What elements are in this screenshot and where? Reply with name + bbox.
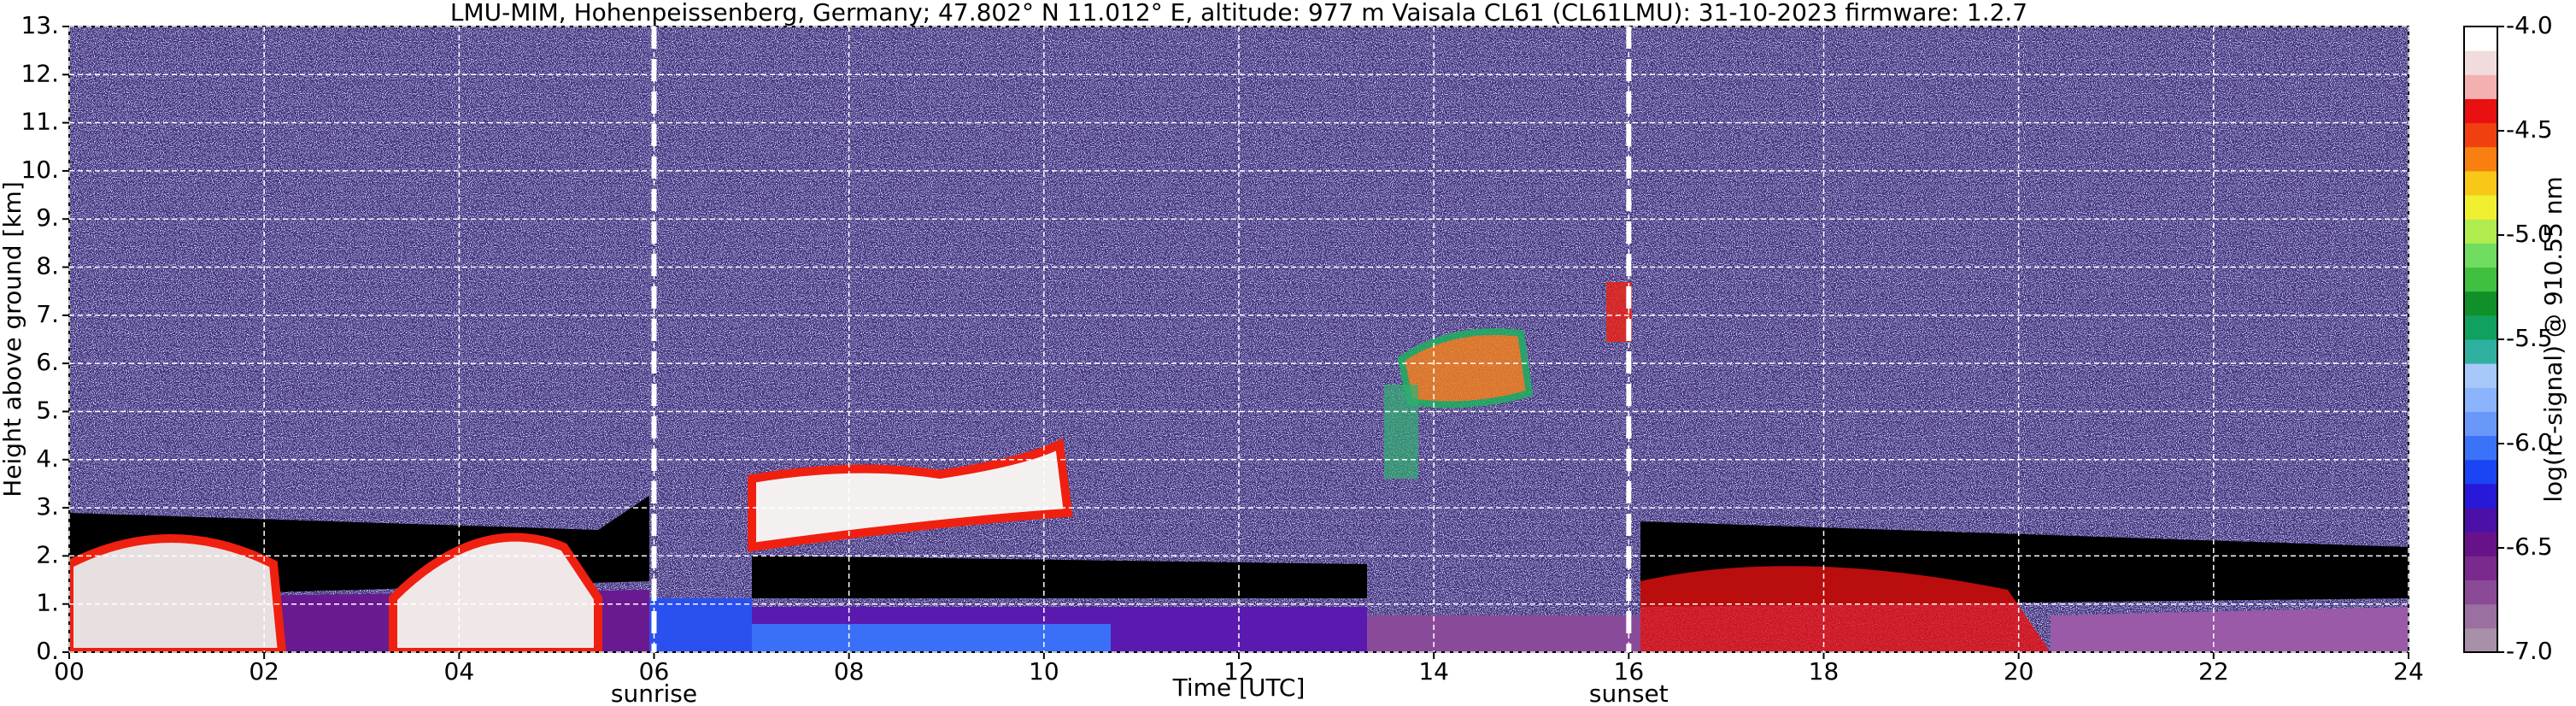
colorbar-segment <box>2464 411 2497 437</box>
colorbar-segment <box>2464 339 2497 364</box>
colorbar-segment <box>2464 74 2497 99</box>
colorbar-segment <box>2464 532 2497 556</box>
colorbar-segment <box>2464 363 2497 388</box>
y-tick-label: 3. <box>36 492 59 521</box>
colorbar-tick-label: -5.0 <box>2506 220 2553 248</box>
colorbar-tick-label: -6.5 <box>2506 532 2553 561</box>
x-tick-label: 08 <box>834 657 865 685</box>
y-tick-label: 8. <box>36 252 59 280</box>
colorbar-segment <box>2464 146 2497 172</box>
y-axis-label: Height above ground [km] <box>0 181 26 497</box>
x-tick-label: 04 <box>444 657 475 685</box>
colorbar-segment <box>2464 98 2497 124</box>
annotation-label: sunset <box>1589 680 1669 706</box>
colorbar-segment <box>2464 387 2497 412</box>
colorbar-segment <box>2464 508 2497 532</box>
x-tick-label: 22 <box>2198 657 2229 685</box>
x-tick-label: 20 <box>2004 657 2034 685</box>
colorbar-segment <box>2464 195 2497 220</box>
colorbar-segment <box>2464 483 2497 509</box>
y-tick-label: 5. <box>36 396 59 424</box>
colorbar-tick-label: -6.0 <box>2506 428 2553 456</box>
y-tick-label: 1. <box>36 589 59 617</box>
y-tick-label: 10. <box>21 156 59 184</box>
y-tick-label: 11. <box>21 108 59 136</box>
colorbar-segment <box>2464 315 2497 340</box>
colorbar-tick-label: -4.0 <box>2506 11 2553 39</box>
annotation-label: sunrise <box>611 680 697 706</box>
colorbar-segment <box>2464 26 2497 51</box>
colorbar-tick-label: -5.5 <box>2506 324 2553 352</box>
x-tick-label: 00 <box>54 657 85 685</box>
y-tick-label: 9. <box>36 203 59 232</box>
x-tick-label: 06 <box>639 657 670 685</box>
y-tick-label: 7. <box>36 300 59 328</box>
colorbar-segment <box>2464 122 2497 148</box>
y-tick-label: 4. <box>36 444 59 473</box>
colorbar-segment <box>2464 459 2497 485</box>
colorbar-segment <box>2464 603 2497 629</box>
x-tick-label: 24 <box>2393 657 2424 685</box>
x-tick-label: 02 <box>249 657 279 685</box>
y-tick-label: 6. <box>36 348 59 376</box>
colorbar-segment <box>2464 556 2497 581</box>
x-tick-label: 12 <box>1223 657 1254 685</box>
chart-title: LMU-MIM, Hohenpeissenberg, Germany; 47.8… <box>450 0 2027 26</box>
colorbar-segment <box>2464 170 2497 196</box>
colorbar-segment <box>2464 291 2497 316</box>
colorbar-segment <box>2464 580 2497 605</box>
colorbar-segment <box>2464 435 2497 461</box>
colorbar-segment <box>2464 627 2497 653</box>
y-tick-label: 13. <box>21 11 59 39</box>
x-tick-label: 10 <box>1029 657 1059 685</box>
x-tick-label: 18 <box>1809 657 1840 685</box>
y-tick-label: 2. <box>36 540 59 568</box>
colorbar-label: log(rc-signal) @ 910.55 nm <box>2539 176 2567 502</box>
colorbar-segment <box>2464 267 2497 292</box>
y-tick-label: 12. <box>21 59 59 87</box>
x-tick-label: 14 <box>1418 657 1449 685</box>
colorbar-segment <box>2464 243 2497 268</box>
x-axis-label: Time [UTC] <box>1172 674 1306 702</box>
y-tick-label: 0. <box>36 637 59 665</box>
colorbar-tick-label: -7.0 <box>2506 637 2553 665</box>
x-tick-label: 16 <box>1614 657 1645 685</box>
colorbar-segment <box>2464 50 2497 75</box>
colorbar-tick-label: -4.5 <box>2506 115 2553 144</box>
colorbar-segment <box>2464 219 2497 244</box>
